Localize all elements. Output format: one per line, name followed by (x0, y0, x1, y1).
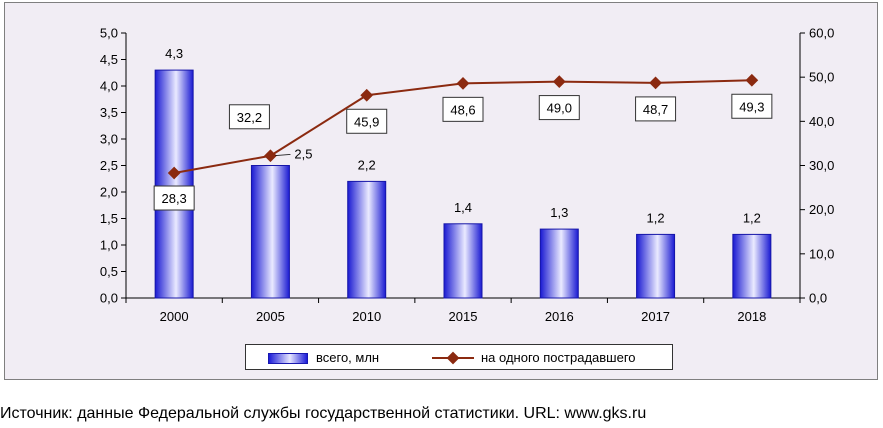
bar (443, 223, 483, 299)
y-tick-label-right: 20,0 (809, 202, 834, 217)
line-point (456, 76, 470, 90)
line-point (552, 75, 566, 88)
line-data-label: 48,6 (450, 102, 475, 117)
bar-data-label: 1,2 (743, 210, 761, 225)
label-leader (275, 154, 291, 156)
y-tick-label-right: 0,0 (809, 291, 827, 306)
line-point (745, 73, 759, 87)
combo-chart: 0,0 0,5 1,0 1,5 2,0 2,5 3,0 3,5 4,0 4,5 5,0 0,0 10,0… (100, 26, 834, 325)
x-tick-label: 2017 (641, 309, 670, 324)
y-tick-label-left: 4,5 (100, 52, 118, 67)
y-tick-label-left: 3,5 (100, 105, 118, 120)
y-tick-label-right: 30,0 (809, 158, 834, 173)
line-data-label: 28,3 (161, 191, 186, 206)
source-note: Источник: данные Федеральной службы госу… (0, 405, 647, 422)
line-data-label: 45,9 (354, 114, 379, 129)
bar-data-label: 1,2 (647, 210, 665, 225)
line-data-label: 48,7 (643, 102, 668, 117)
y-tick-label-left: 3,0 (100, 132, 118, 147)
line-data-label-box (228, 104, 270, 130)
legend-line-label: на одного пострадавшего (481, 350, 636, 365)
bar (250, 165, 290, 299)
line-data-label: 49,3 (739, 99, 764, 114)
legend-line-swatch (432, 351, 474, 365)
x-tick-label: 2005 (256, 309, 285, 324)
bar (154, 69, 194, 299)
y-tick-label-left: 1,0 (100, 238, 118, 253)
bar-data-label: 2,5 (294, 147, 312, 162)
legend-bar-swatch (268, 353, 308, 364)
x-tick-label: 2018 (737, 309, 766, 324)
line-data-label-box (153, 185, 195, 211)
y-tick-label-left: 0,5 (100, 264, 118, 279)
line-point (264, 149, 277, 163)
line-data-label-box (538, 95, 580, 121)
line-point (649, 76, 662, 90)
legend-bar-label: всего, млн (316, 350, 380, 365)
line-data-label: 32,2 (237, 110, 262, 125)
x-tick-label: 2016 (545, 309, 574, 324)
x-tick-label: 2015 (449, 309, 478, 324)
line-data-label-box (731, 93, 773, 119)
x-tick-label: 2010 (352, 309, 381, 324)
line-data-label-box (346, 108, 388, 134)
y-tick-label-left: 5,0 (100, 26, 118, 41)
line-point (167, 166, 181, 180)
bar (539, 228, 579, 299)
y-tick-label-right: 10,0 (809, 246, 834, 261)
line-data-label-box (442, 96, 484, 122)
y-tick-label-left: 2,5 (100, 158, 118, 173)
bar (347, 180, 387, 299)
line-point (360, 88, 374, 102)
x-tick-label: 2000 (160, 309, 189, 324)
line-data-label: 49,0 (547, 101, 572, 116)
bar-data-label: 1,4 (454, 200, 472, 215)
chart-frame: 0,0 0,5 1,0 1,5 2,0 2,5 3,0 3,5 4,0 4,5 5,0 0,0 10,0… (4, 2, 878, 380)
y-tick-label-right: 50,0 (809, 70, 834, 85)
bar (732, 233, 772, 299)
y-tick-label-left: 2,0 (100, 185, 118, 200)
bar-data-label: 4,3 (165, 46, 183, 61)
bar-data-label: 1,3 (550, 205, 568, 220)
line-data-label-box (635, 96, 677, 122)
y-tick-label-right: 60,0 (809, 26, 834, 41)
y-tick-label-right: 40,0 (809, 114, 834, 129)
y-tick-label-left: 1,5 (100, 211, 118, 226)
bar (636, 233, 676, 299)
bar-data-label: 2,2 (358, 157, 376, 172)
y-tick-label-left: 4,0 (100, 79, 118, 94)
y-tick-label-left: 0,0 (100, 291, 118, 306)
legend: всего, млн на одного пострадавшего (245, 344, 673, 370)
